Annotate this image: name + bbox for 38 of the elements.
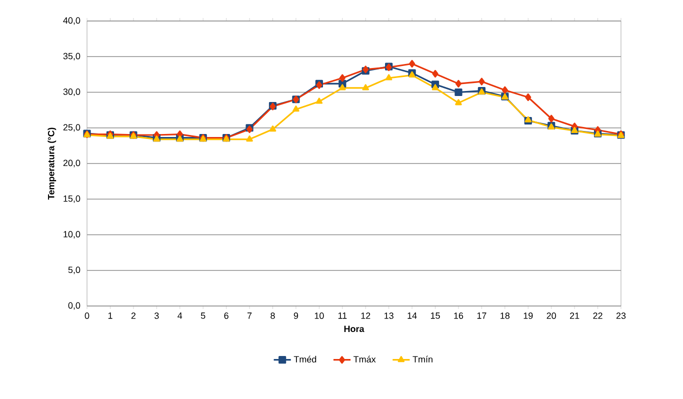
x-tick-label: 8 [270,312,275,319]
x-tick-label: 16 [454,312,464,319]
x-tick-label: 4 [178,312,182,319]
x-tick-label: 0 [84,312,90,319]
legend-label: Tmáx [354,356,376,363]
y-tick-label: 5,0 [68,266,80,274]
legend-label: Tméd [294,356,316,363]
x-tick-label: 22 [593,312,602,319]
x-tick-label: 12 [361,312,370,319]
x-tick-label: 10 [314,312,324,319]
x-tick-label: 7 [247,312,252,319]
y-tick-label: 40,0 [63,17,80,25]
x-tick-label: 14 [408,312,417,319]
y-tick-label: 35,0 [63,52,80,60]
y-tick-label: 10,0 [64,231,80,238]
y-tick-label: 30,0 [63,88,80,96]
x-tick-label: 15 [430,312,440,319]
y-tick-label: 25,0 [63,124,80,132]
x-tick-label: 21 [570,312,580,319]
x-tick-label: 23 [616,312,626,319]
x-tick-label: 1 [108,312,112,319]
x-tick-label: 5 [200,312,206,319]
x-tick-label: 11 [338,312,347,319]
y-tick-label: 0,0 [68,302,80,310]
x-tick-label: 19 [524,312,533,319]
x-tick-label: 3 [154,312,159,319]
x-tick-label: 20 [546,312,556,319]
x-tick-label: 2 [131,312,136,319]
x-axis-title: Hora [344,326,364,332]
y-axis-title: Temperatura (°C) [48,128,56,200]
legend-label: Tmín [412,356,432,362]
x-tick-label: 9 [294,312,298,319]
x-tick-label: 13 [384,312,394,319]
y-tick-label: 20,0 [63,160,80,168]
x-tick-label: 18 [500,312,510,319]
x-tick-label: 6 [224,312,228,319]
x-tick-label: 17 [477,312,486,319]
y-tick-label: 15,0 [64,195,80,203]
